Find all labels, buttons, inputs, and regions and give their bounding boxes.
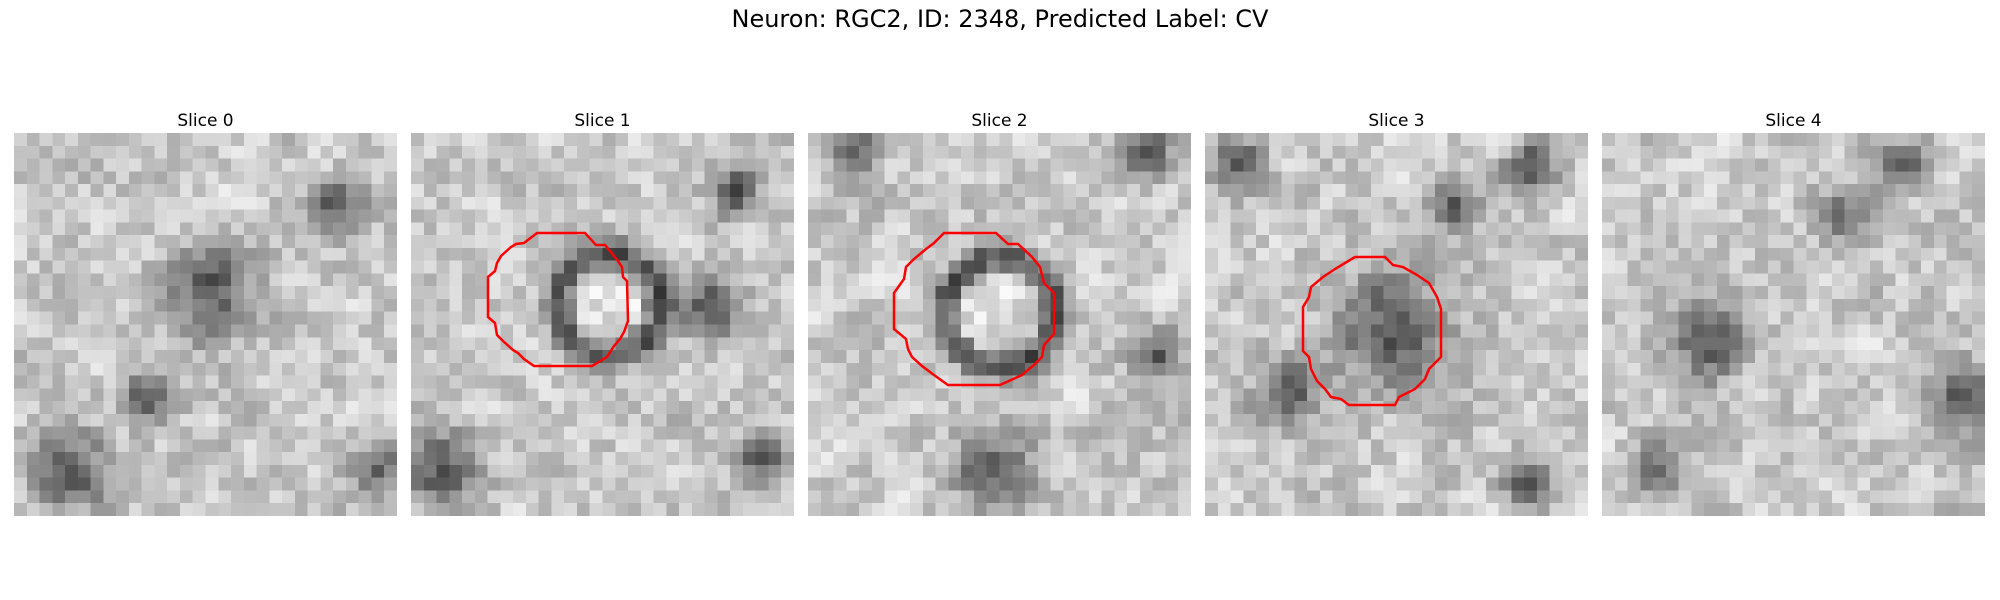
slice-image — [1205, 133, 1588, 516]
slice-panel-2: Slice 2 — [808, 110, 1191, 516]
cell-contour — [1301, 255, 1443, 407]
slice-panel-4: Slice 4 — [1602, 110, 1985, 516]
cell-contour-overlay — [892, 231, 1056, 387]
grayscale-patch — [808, 133, 1191, 516]
slice-panel-1: Slice 1 — [411, 110, 794, 516]
slice-image — [808, 133, 1191, 516]
cell-contour — [892, 231, 1056, 387]
slice-title: Slice 4 — [1765, 111, 1822, 131]
slice-panel-0: Slice 0 — [14, 110, 397, 516]
slice-title: Slice 0 — [177, 111, 234, 131]
grayscale-patch — [411, 133, 794, 516]
slice-title: Slice 2 — [971, 111, 1028, 131]
figure-title: Neuron: RGC2, ID: 2348, Predicted Label:… — [731, 5, 1269, 33]
grayscale-patch — [14, 133, 397, 516]
slice-image — [411, 133, 794, 516]
slice-title: Slice 1 — [574, 111, 631, 131]
cell-contour-overlay — [1301, 255, 1443, 407]
slice-panel-3: Slice 3 — [1205, 110, 1588, 516]
slice-image — [14, 133, 397, 516]
cell-contour-overlay — [486, 231, 630, 368]
slice-title: Slice 3 — [1368, 111, 1425, 131]
cell-contour — [486, 231, 630, 368]
grayscale-patch — [1602, 133, 1985, 516]
slice-image — [1602, 133, 1985, 516]
grayscale-patch — [1205, 133, 1588, 516]
